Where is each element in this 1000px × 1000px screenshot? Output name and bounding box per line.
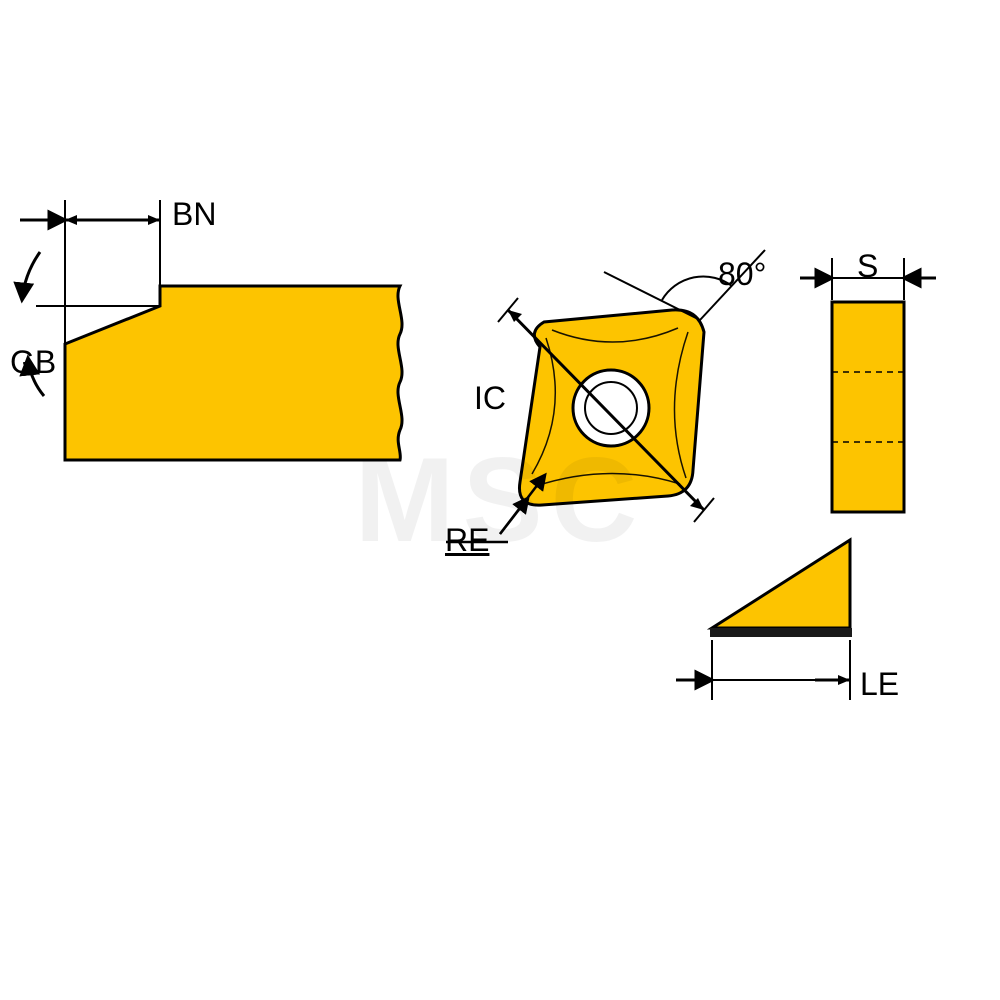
side-rect-group <box>800 258 936 512</box>
clearance-triangle <box>712 540 850 628</box>
label-bn: BN <box>172 196 216 233</box>
label-re: RE <box>445 522 489 559</box>
label-ic: IC <box>474 380 506 417</box>
label-s: S <box>857 248 878 285</box>
clearance-triangle-group <box>676 540 852 700</box>
label-angle80: 80° <box>718 256 766 293</box>
technical-diagram <box>0 0 1000 1000</box>
side-profile-group <box>20 200 402 460</box>
side-profile-shape <box>65 286 402 460</box>
side-rect <box>832 302 904 512</box>
label-gb: GB <box>10 344 56 381</box>
label-le: LE <box>860 666 899 703</box>
